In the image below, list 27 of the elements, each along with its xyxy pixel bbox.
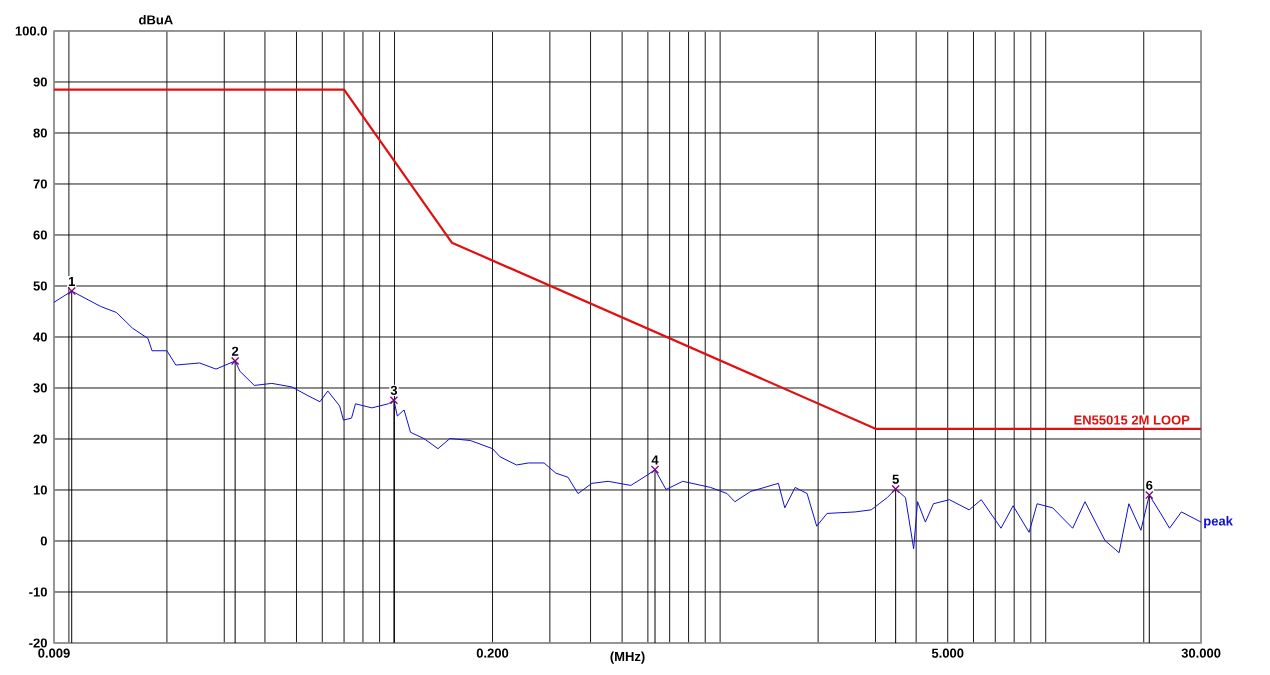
annotation: 1 <box>68 276 75 286</box>
y-tick-label: 60 <box>33 230 47 240</box>
annotation: 5 <box>892 474 899 484</box>
y-axis-title: dBuA <box>139 14 173 25</box>
annotation: 3 <box>390 385 398 396</box>
series-label: peak <box>1204 516 1233 529</box>
annotation: 4 <box>651 455 659 465</box>
y-tick-label: -20 <box>29 638 47 648</box>
x-tick-label: 0.200 <box>476 648 509 658</box>
y-tick-label: 70 <box>33 179 47 189</box>
x-tick-label: 5.000 <box>931 648 964 658</box>
x-tick-label: 30.000 <box>1181 648 1221 658</box>
series-label: EN55015 2M LOOP <box>1074 415 1190 425</box>
y-tick-label: 100.0 <box>15 26 47 36</box>
y-tick-label: 80 <box>33 128 47 138</box>
x-tick-label: 0.009 <box>38 648 70 658</box>
annotation: 6 <box>1146 480 1153 490</box>
y-tick-label: 10 <box>33 485 47 495</box>
x-axis-title: (MHz) <box>610 651 645 664</box>
y-tick-label: 50 <box>33 281 47 291</box>
annotation: 2 <box>231 346 239 356</box>
y-tick-label: 30 <box>33 383 47 393</box>
y-tick-label: 40 <box>33 332 47 342</box>
y-tick-label: 0 <box>40 536 47 546</box>
y-tick-label: 20 <box>33 434 47 444</box>
y-tick-label: 90 <box>33 77 47 87</box>
y-tick-label: -10 <box>29 587 47 597</box>
